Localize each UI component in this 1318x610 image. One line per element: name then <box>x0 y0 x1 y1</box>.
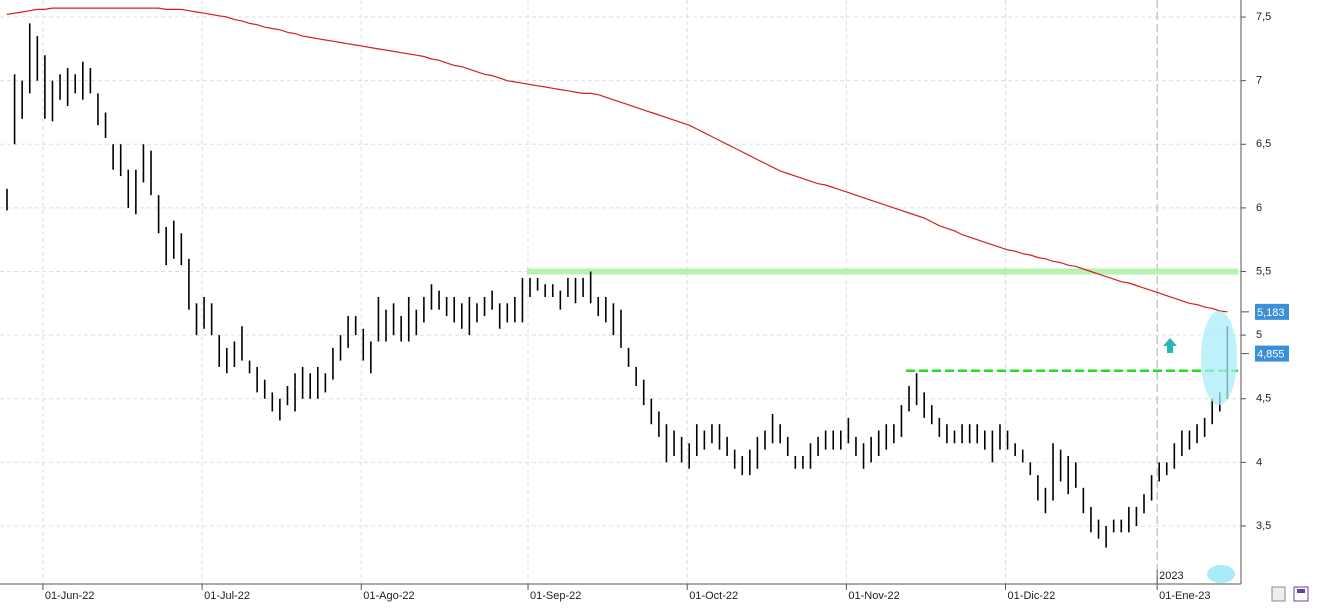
y-tick-label: 3,5 <box>1256 520 1271 532</box>
x-tick-label: 01-Jun-22 <box>45 590 95 602</box>
save-icon <box>1297 589 1305 593</box>
y-tick-label: 4 <box>1256 456 1262 468</box>
highlight-ellipse <box>1201 311 1237 405</box>
y-tick-label: 7 <box>1256 75 1262 87</box>
x-tick-label: 01-Ago-22 <box>363 590 414 602</box>
x-tick-label: 01-Oct-22 <box>689 590 738 602</box>
y-tick-label: 7,5 <box>1256 11 1271 23</box>
y-tick-label: 4,5 <box>1256 393 1271 405</box>
x-tick-label: 01-Sep-22 <box>530 590 581 602</box>
highlight-dot <box>1207 565 1235 583</box>
year-label: 2023 <box>1159 570 1183 582</box>
x-tick-label: 01-Nov-22 <box>848 590 899 602</box>
marks <box>6 7 1238 548</box>
price-label: 5,183 <box>1257 307 1285 319</box>
x-tick-label: 01-Ene-23 <box>1159 590 1210 602</box>
y-tick-label: 5,5 <box>1256 265 1271 277</box>
x-tick-label: 01-Dic-22 <box>1008 590 1056 602</box>
toolbar-button[interactable] <box>1271 586 1286 602</box>
moving-average-line <box>6 7 1228 313</box>
y-tick-label: 5 <box>1256 329 1262 341</box>
price-label-box <box>1255 303 1289 320</box>
price-label: 4,855 <box>1257 348 1285 360</box>
price-label-box <box>1255 345 1289 362</box>
y-tick-label: 6,5 <box>1256 138 1271 150</box>
x-tick-label: 01-Jul-22 <box>204 590 250 602</box>
y-tick-label: 6 <box>1256 202 1262 214</box>
up-arrow <box>1163 338 1177 353</box>
labels: 3,5 4 4,5 5 5,5 6 6,5 7 7,5 01-Jun-22 01-Jul-22 01-… <box>45 11 1289 602</box>
